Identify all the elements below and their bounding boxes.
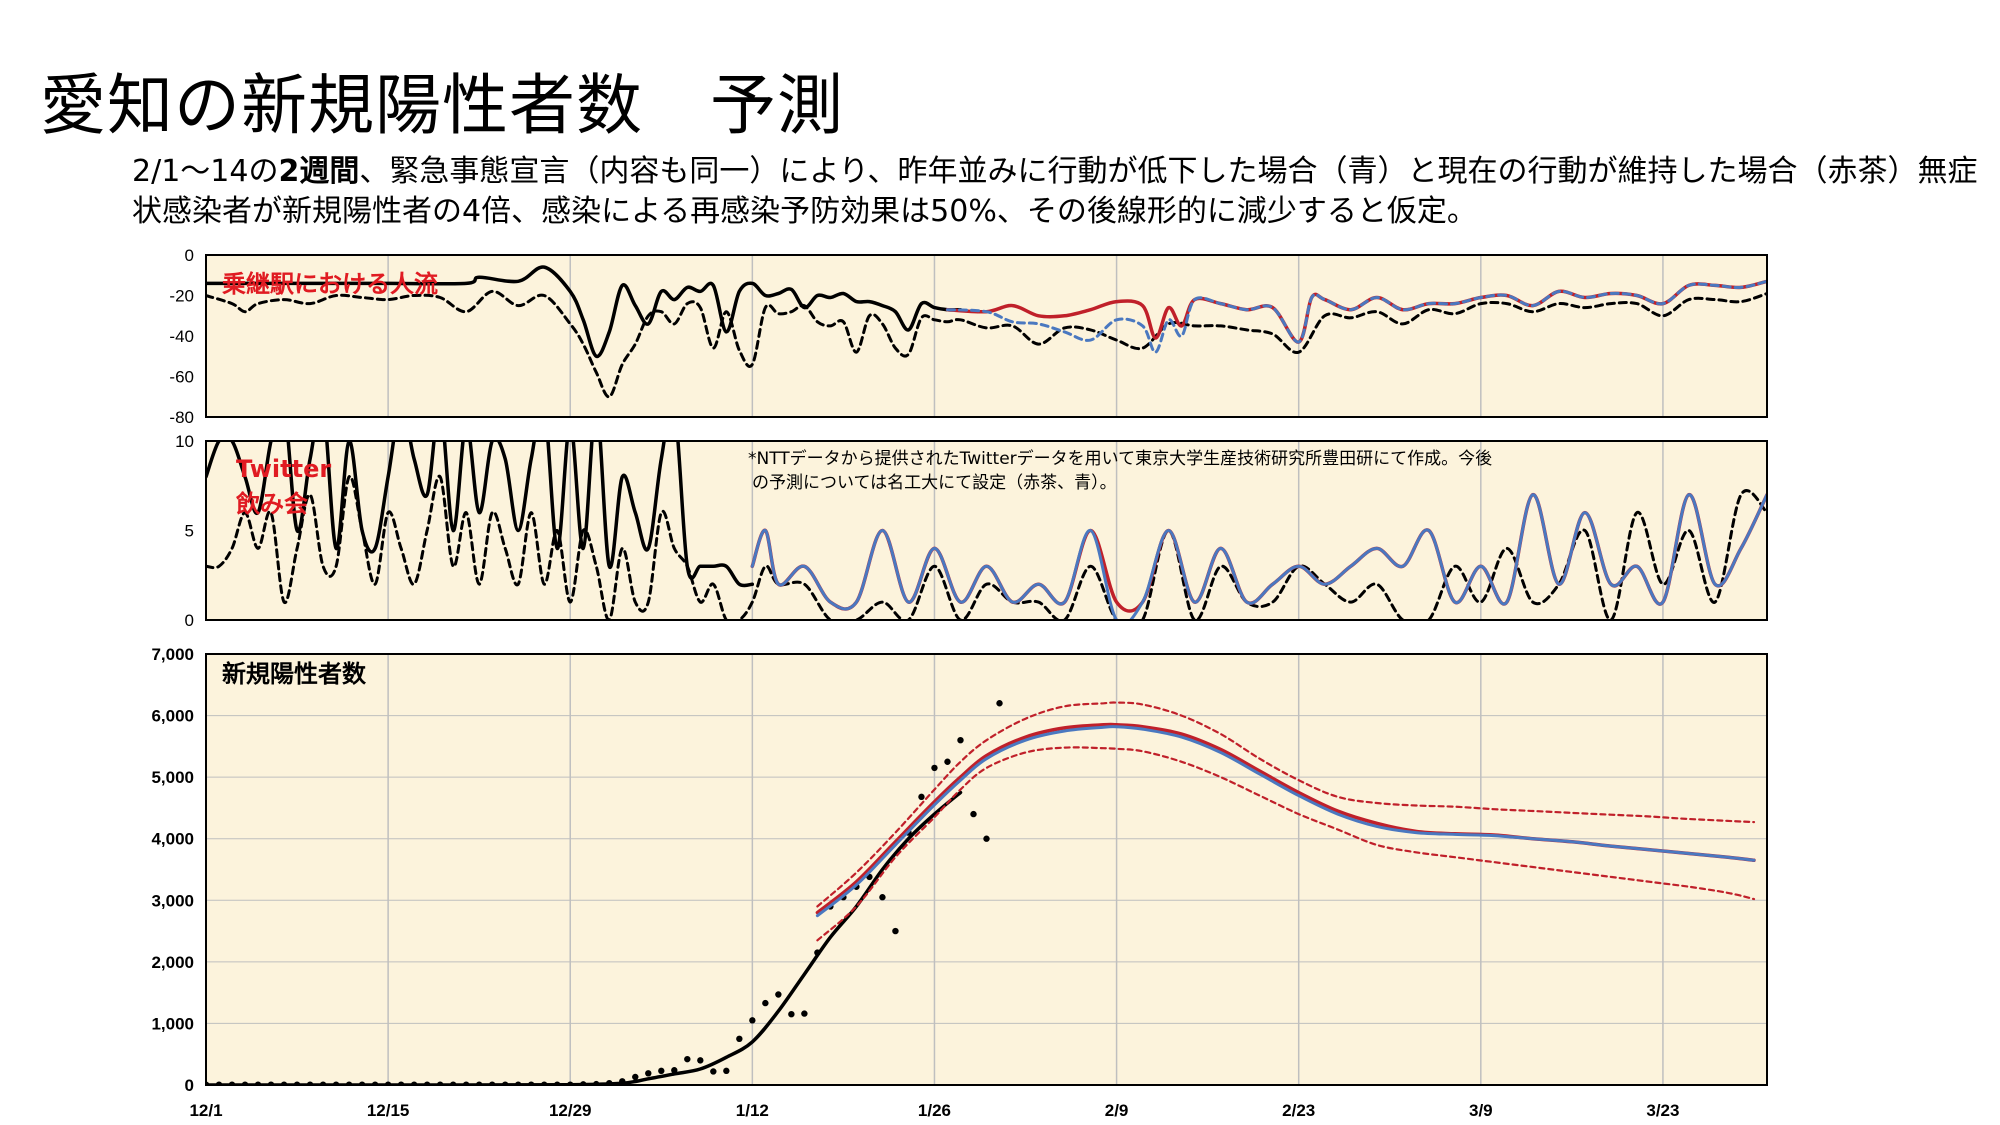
series-line-black-solid [206,441,755,588]
data-point [918,793,925,801]
y-tick-label: 0 [185,246,194,265]
data-point [632,1073,639,1081]
x-tick-label: 3/23 [1646,1101,1679,1120]
series-group [206,441,1767,620]
data-point [970,810,977,818]
panel-frame [205,653,1768,1086]
panel-title-twitter-1: Twitter [236,455,331,483]
x-tick-label: 3/9 [1469,1101,1493,1120]
panel-frame [205,254,1768,418]
series-line-blue-dashed [946,279,1767,354]
series-line-red-dashed [816,701,1756,908]
panel-background [206,255,1767,417]
data-point [983,835,990,842]
data-point [671,1067,678,1074]
x-tick-label: 12/29 [549,1101,592,1120]
data-point [788,1010,795,1018]
y-tick-label: 10 [175,432,194,451]
panel-background [206,441,1767,620]
x-tick-label: 12/15 [367,1101,410,1120]
y-tick-label: 1,000 [151,1014,194,1033]
data-point [775,991,782,998]
data-point [944,758,951,765]
data-point [697,1057,704,1064]
y-tick-label: 4,000 [151,830,194,849]
annotation-line-2: の予測については名工大にて設定（赤茶、青）。 [752,473,1117,493]
chart-panel-3: 7,000 6,000 5,000 4,000 3,000 2,000 1,000 0 [151,645,1768,1095]
y-tick-label: 6,000 [151,707,194,726]
data-point [762,999,769,1007]
data-point [593,1080,600,1085]
x-tick-label: 12/1 [189,1101,222,1120]
series-line-blue-solid [815,725,1756,918]
x-tick-label: 2/9 [1105,1101,1129,1120]
series-line-black-dashed [206,474,1767,620]
y-tick-label: 0 [185,1076,194,1095]
data-point [749,1017,756,1024]
data-point [996,700,1003,707]
data-point [723,1067,730,1075]
series-line-black-solid [206,265,963,359]
data-point [879,894,886,901]
data-point [645,1070,652,1077]
y-tick-label: -40 [169,327,194,346]
y-tick-label: 2,000 [151,953,194,972]
panel-title-flow: 乗継駅における人流 [222,270,438,298]
y-tick-label: 3,000 [151,891,194,910]
data-point [619,1078,626,1085]
y-tick-label: -20 [169,287,194,306]
series-line-blue-solid [750,493,1767,620]
data-point [814,949,821,956]
data-point [801,1010,808,1017]
page-title: 愛知の新規陽性者数 予測 [40,67,844,144]
chart-panel-1: 0 -20 -40 -60 -80 [169,246,1768,427]
data-point [957,737,964,744]
page-subtitle: 2/1～14の2週間、緊急事態宣言（内容も同一）により、昨年並みに行動が低下した… [132,152,1982,232]
x-tick-label: 2/23 [1282,1101,1315,1120]
y-tick-label: 5 [185,522,194,541]
data-point [684,1055,691,1063]
y-tick-label: -80 [169,408,194,427]
data-point [658,1067,665,1075]
series-line-black-dashed [206,289,1767,399]
data-point [892,927,899,935]
data-point [931,764,938,772]
y-tick-label: 5,000 [151,768,194,787]
x-tick-label: 1/12 [736,1101,769,1120]
panel-background [206,654,1767,1085]
y-tick-label: 7,000 [151,645,194,664]
y-tick-label: 0 [185,611,194,630]
subtitle-post: 、緊急事態宣言（内容も同一）により、昨年並みに行動が低下した場合（青）と現在の行… [132,154,1978,229]
series-line-red-dashed [816,746,1756,942]
subtitle-pre: 2/1～14の [132,154,279,189]
data-point [710,1068,717,1075]
series-group [206,265,1767,399]
panel-title-cases: 新規陽性者数 [222,660,367,688]
annotation-line-1: *NTTデータから提供されたTwitterデータを用いて東京大学生産技術研究所豊… [748,448,1492,469]
data-point [736,1035,743,1043]
y-tick-label: -60 [169,368,194,387]
panel-frame [205,440,1768,621]
chart-panel-2: 10 5 0 [175,432,1768,630]
x-tick-label: 1/26 [918,1101,951,1120]
data-point [606,1079,613,1085]
subtitle-bold: 2週間 [278,154,360,189]
panel-title-twitter-2: 飲み会 [235,490,308,518]
